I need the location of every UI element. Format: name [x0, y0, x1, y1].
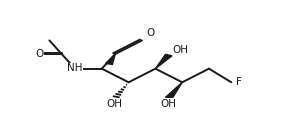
Text: OH: OH: [161, 99, 177, 109]
Polygon shape: [106, 54, 115, 64]
Text: OH: OH: [106, 99, 122, 109]
Text: F: F: [236, 77, 242, 87]
Polygon shape: [166, 82, 182, 99]
Text: O: O: [35, 49, 43, 59]
Text: NH: NH: [67, 63, 83, 73]
Text: O: O: [147, 28, 155, 38]
Polygon shape: [156, 54, 172, 69]
Text: OH: OH: [172, 45, 188, 55]
